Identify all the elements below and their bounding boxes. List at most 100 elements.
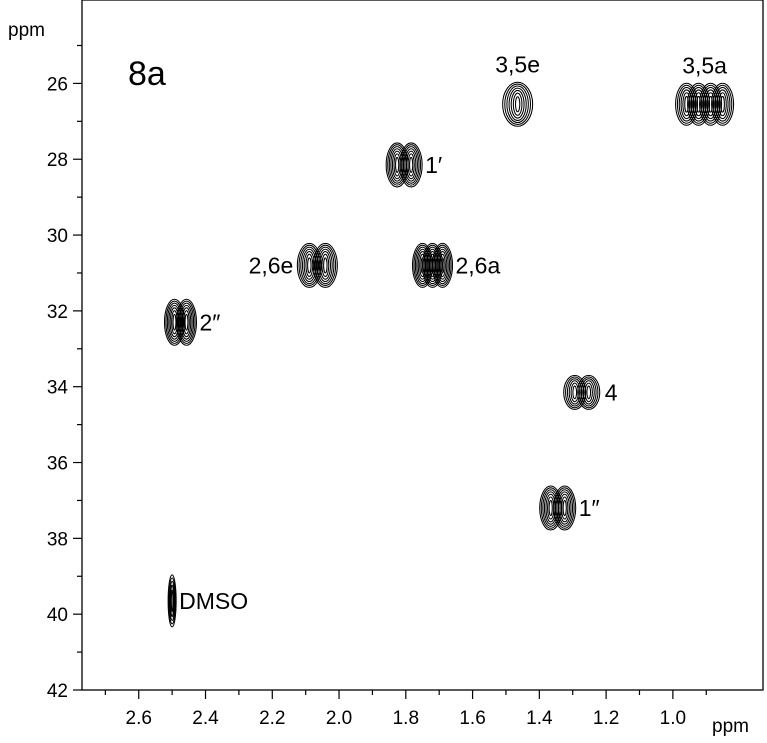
contour-ring [553, 485, 577, 531]
peak-1-: 1″ [539, 485, 600, 531]
contour-ring [706, 92, 715, 117]
contour-ring [307, 257, 312, 274]
contour-ring [175, 298, 198, 346]
contour-ring [708, 95, 713, 113]
contour-ring [314, 244, 337, 287]
peaks: 3,5e 3,5a 1′ 2,6e 2,6a 2″ 4 1″ DMSO [163, 51, 735, 628]
contour-ring [298, 244, 321, 287]
y-tick-label: 30 [47, 226, 68, 247]
contour-ring [565, 376, 585, 409]
contour-ring [395, 156, 400, 173]
contour-ring [570, 382, 579, 403]
peak-label: 2,6a [456, 252, 501, 278]
contour-ring [704, 89, 717, 120]
contour-ring [712, 84, 733, 124]
contour-ring [431, 242, 454, 288]
contour-ring [700, 84, 721, 124]
contour-ring [561, 496, 569, 520]
contour-ring [404, 148, 418, 182]
contour-ring [566, 378, 583, 407]
contour-ring [300, 246, 319, 285]
x-axis-unit-label: ppm [712, 716, 749, 737]
contour-ring [319, 251, 332, 280]
contour-ring [401, 144, 422, 186]
contour-ring [405, 150, 417, 180]
contour-ring [183, 310, 190, 335]
x-axis-ticks: 2.6 2.4 2.2 2.0 1.8 1.6 1.4 1.2 1.0 [104, 690, 707, 729]
contour-ring [305, 253, 314, 277]
contour-ring [181, 307, 192, 338]
contour-ring [692, 89, 705, 120]
contour-ring [680, 89, 693, 120]
peak-label: 3,5e [495, 51, 540, 77]
x-tick-label: 1.4 [526, 708, 553, 729]
contour-ring [512, 92, 523, 116]
peak-1-: 1′ [385, 142, 442, 188]
panel-label: 8a [128, 55, 166, 93]
contour-ring [586, 385, 592, 400]
peak-2-6e: 2,6e [249, 242, 338, 288]
peak-label: 2,6e [249, 252, 294, 278]
peak-label: 4 [605, 379, 618, 405]
contour-ring [440, 257, 445, 274]
contour-ring [170, 589, 174, 613]
x-tick-label: 1.2 [593, 708, 619, 729]
contour-ring [434, 246, 451, 285]
contour-ring [699, 82, 723, 126]
contour-ring [548, 499, 553, 517]
contour-ring [557, 491, 572, 525]
contour-ring [180, 304, 193, 340]
peak-label: 3,5a [682, 52, 727, 78]
contour-ring [562, 499, 567, 517]
contour-ring [301, 248, 317, 283]
contour-ring [437, 251, 448, 280]
x-tick-label: 2.2 [259, 708, 285, 729]
x-tick-label: 2.0 [326, 708, 352, 729]
contour-ring [682, 92, 691, 117]
contour-ring [702, 86, 719, 122]
contour-ring [554, 487, 575, 529]
contour-ring [171, 310, 178, 335]
peak-4: 4 [563, 374, 618, 410]
contour-ring [687, 82, 711, 126]
contour-ring [716, 89, 729, 120]
peak-label: 2″ [199, 309, 220, 335]
contour-ring [165, 300, 184, 344]
contour-ring [504, 83, 532, 125]
contour-ring [563, 374, 587, 410]
contour-ring [321, 253, 330, 277]
contour-ring [684, 95, 689, 113]
peak-3-5a: 3,5a [675, 52, 735, 126]
contour-ring [323, 257, 328, 274]
y-tick-label: 26 [47, 74, 68, 95]
y-tick-label: 36 [47, 454, 68, 475]
contour-ring [439, 253, 446, 277]
contour-ring [163, 298, 186, 346]
x-tick-label: 1.6 [459, 708, 485, 729]
contour-ring [409, 156, 414, 173]
contour-ring [303, 251, 316, 280]
peak-label: 1′ [425, 152, 442, 178]
peak-label: DMSO [179, 588, 248, 614]
y-tick-label: 28 [47, 150, 68, 171]
contour-ring [579, 376, 599, 409]
contour-ring [577, 374, 601, 410]
contour-ring [170, 584, 175, 618]
contour-ring [510, 89, 525, 119]
y-tick-label: 38 [47, 529, 68, 550]
contour-ring [572, 385, 578, 400]
contour-ring [718, 92, 727, 117]
plot-frame [81, 0, 764, 691]
x-tick-label: 1.0 [660, 708, 686, 729]
contour-ring [436, 248, 449, 283]
contour-ring [399, 142, 423, 188]
contour-ring [696, 95, 701, 113]
contour-ring [296, 242, 322, 288]
contour-ring [407, 153, 415, 177]
peak-2-: 2″ [163, 298, 220, 346]
contour-ring [317, 248, 333, 283]
y-tick-label: 32 [47, 302, 68, 323]
contour-ring [676, 84, 697, 124]
contour-ring [678, 86, 695, 122]
